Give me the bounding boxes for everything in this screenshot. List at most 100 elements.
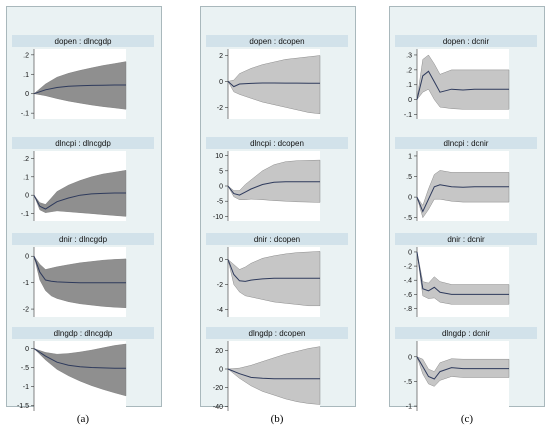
irf-line — [33, 192, 126, 210]
y-tick-label: 0 — [219, 79, 223, 86]
subplot-title: dlngdp : dlncgdp — [54, 329, 113, 338]
subplot-title-bar — [12, 233, 154, 245]
subplot-title: dopen : dlncgdp — [55, 37, 112, 46]
y-tick-label: 5 — [219, 168, 223, 175]
irf-subplot: dlncpi : dcnir -.5 0 .5 1 — [395, 137, 537, 222]
subplot-title-bar — [395, 137, 537, 149]
y-tick-label: -4 — [217, 307, 223, 314]
subplot-title-bar — [395, 35, 537, 47]
subplot-title-bar — [206, 137, 348, 149]
y-tick-label: -.2 — [404, 264, 412, 271]
subplot-title: dnir : dcopen — [254, 235, 300, 244]
irf-line — [416, 184, 509, 213]
y-tick-label: -.8 — [404, 306, 412, 313]
panel-label-a: (a) — [76, 413, 90, 425]
irf-line — [416, 356, 509, 380]
subplot-title: dlngdp : dcopen — [249, 329, 306, 338]
y-tick-label: -1.5 — [17, 403, 29, 410]
y-tick-label: 0 — [25, 91, 29, 98]
subplot-title-bar — [206, 233, 348, 245]
y-tick-label: 0 — [219, 184, 223, 191]
subplot-title-bar — [12, 137, 154, 149]
y-tick-label: -20 — [213, 385, 223, 392]
y-tick-label: -.5 — [404, 379, 412, 386]
subplot-title: dnir : dlncgdp — [59, 235, 108, 244]
y-tick-label: 0 — [408, 195, 412, 202]
y-tick-label: -2 — [217, 105, 223, 112]
subplot-title: dlncpi : dlncgdp — [55, 139, 111, 148]
subplot-title-bar — [12, 35, 154, 47]
subplot-title-bar — [12, 327, 154, 339]
irf-line — [33, 348, 126, 369]
irf-line — [416, 251, 509, 295]
irf-subplot: dlngdp : dcopen -40 -20 0 20 — [206, 327, 348, 411]
y-tick-label: .5 — [406, 174, 412, 181]
confidence-band — [227, 55, 321, 115]
irf-subplot: dopen : dlncgdp -.1 0 .1 .2 — [12, 35, 154, 119]
irf-subplot: dopen : dcopen -2 0 2 — [206, 35, 348, 119]
y-tick-label: -2 — [23, 307, 29, 314]
irf-line — [227, 368, 320, 380]
y-tick-label: .2 — [406, 67, 412, 74]
y-tick-label: 0 — [408, 354, 412, 361]
y-tick-label: .1 — [23, 72, 29, 79]
irf-line — [227, 181, 320, 196]
irf-subplot: dlncpi : dcopen -10 -5 0 5 10 — [206, 137, 348, 221]
y-tick-label: 0 — [408, 97, 412, 104]
y-tick-label: 0 — [219, 257, 223, 264]
panel-label-c: (c) — [460, 413, 474, 425]
irf-line — [33, 256, 126, 284]
y-tick-label: -.5 — [404, 215, 412, 222]
y-tick-label: -2 — [217, 282, 223, 289]
subplot-title-bar — [206, 327, 348, 339]
y-tick-label: -.5 — [21, 365, 29, 372]
y-tick-label: -5 — [217, 199, 223, 206]
y-tick-label: -.1 — [404, 112, 412, 119]
subplot-title-bar — [395, 327, 537, 339]
y-tick-label: 0 — [25, 346, 29, 353]
y-tick-label: 0 — [25, 193, 29, 200]
y-tick-label: -10 — [213, 214, 223, 221]
y-tick-label: .3 — [406, 52, 412, 59]
y-tick-label: 10 — [215, 153, 223, 160]
subplot-title: dlncpi : dcopen — [250, 139, 304, 148]
subplot-title-bar — [206, 35, 348, 47]
y-tick-label: 1 — [408, 153, 412, 160]
irf-line — [227, 259, 320, 282]
y-tick-label: 0 — [219, 367, 223, 374]
irf-line — [33, 84, 126, 95]
confidence-band — [33, 256, 127, 309]
subplot-title: dlngdp : dcnir — [442, 329, 490, 338]
subplot-title: dlncpi : dcnir — [444, 139, 489, 148]
irf-subplot: dlngdp : dcnir -1 -.5 0 — [395, 327, 537, 411]
y-tick-label: .1 — [23, 174, 29, 181]
irf-line — [227, 81, 320, 88]
y-tick-label: -1 — [23, 280, 29, 287]
subplot-title: dnir : dcnir — [447, 235, 485, 244]
y-tick-label: 2 — [219, 53, 223, 60]
y-tick-label: -1 — [406, 404, 412, 411]
irf-subplot: dnir : dcopen -4 -2 0 — [206, 233, 348, 317]
panel-label-b: (b) — [270, 413, 284, 425]
subplot-title: dopen : dcnir — [443, 37, 490, 46]
y-tick-label: 0 — [25, 254, 29, 261]
subplot-title: dopen : dcopen — [249, 37, 304, 46]
y-tick-label: -40 — [213, 404, 223, 411]
y-tick-label: -.4 — [404, 278, 412, 285]
y-tick-label: .2 — [23, 156, 29, 163]
y-tick-label: -.1 — [21, 211, 29, 218]
confidence-band — [33, 343, 127, 397]
irf-line — [416, 70, 509, 100]
y-tick-label: 20 — [215, 348, 223, 355]
irf-subplot: dopen : dcnir -.1 0 .1 .2 .3 — [395, 35, 537, 119]
irf-subplot: dlngdp : dlncgdp -1.5 -1 -.5 0 — [12, 327, 154, 411]
subplot-title-bar — [395, 233, 537, 245]
y-tick-label: .1 — [406, 82, 412, 89]
y-tick-label: 0 — [408, 249, 412, 256]
irf-subplot: dlncpi : dlncgdp -.1 0 .1 .2 — [12, 137, 154, 221]
y-tick-label: -.1 — [21, 111, 29, 118]
irf-subplot: dnir : dlncgdp -2 -1 0 — [12, 233, 154, 317]
y-tick-label: .2 — [23, 52, 29, 59]
y-tick-label: -.6 — [404, 292, 412, 299]
